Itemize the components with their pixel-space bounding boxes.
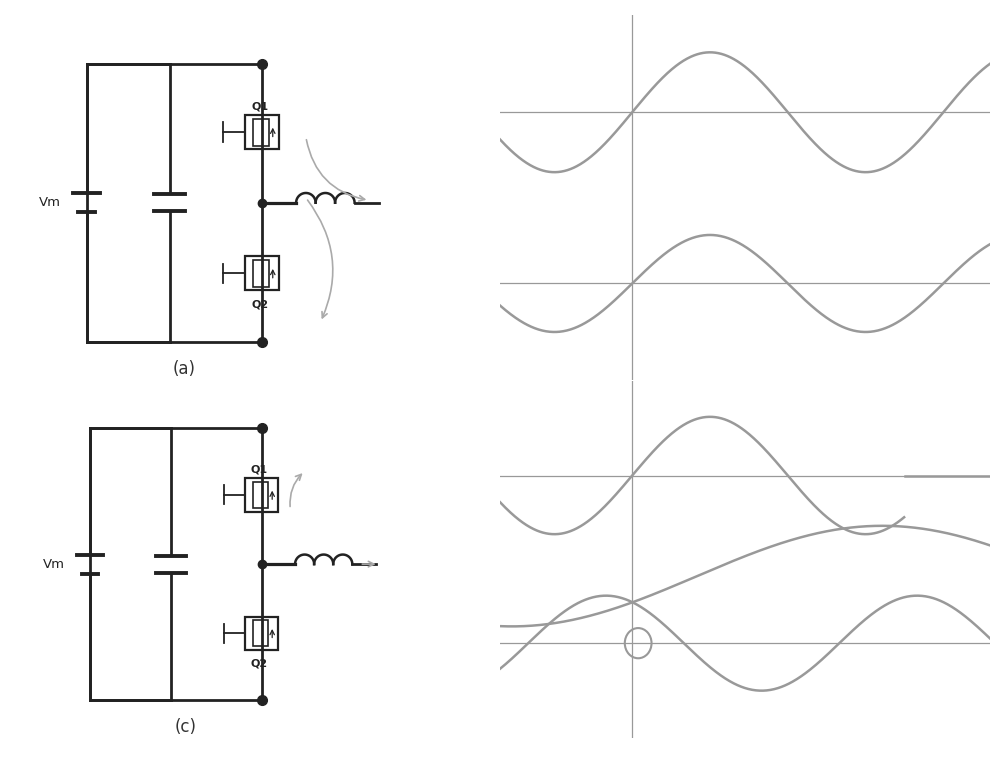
Bar bbox=[245, 256, 279, 291]
Bar bbox=[245, 478, 278, 511]
Text: (c): (c) bbox=[174, 718, 196, 736]
Text: Q1: Q1 bbox=[251, 464, 268, 474]
Bar bbox=[253, 260, 269, 287]
Bar bbox=[253, 620, 268, 646]
Bar bbox=[245, 616, 278, 650]
Bar bbox=[245, 115, 279, 149]
Text: (a): (a) bbox=[173, 360, 196, 378]
Text: Q2: Q2 bbox=[251, 658, 268, 668]
Text: Q1: Q1 bbox=[251, 101, 268, 111]
Text: Vm: Vm bbox=[43, 558, 65, 571]
Text: (b): (b) bbox=[733, 409, 757, 428]
Text: Q2: Q2 bbox=[251, 299, 268, 309]
Text: Vm: Vm bbox=[39, 196, 61, 209]
Bar bbox=[253, 482, 268, 508]
Bar bbox=[253, 119, 269, 145]
